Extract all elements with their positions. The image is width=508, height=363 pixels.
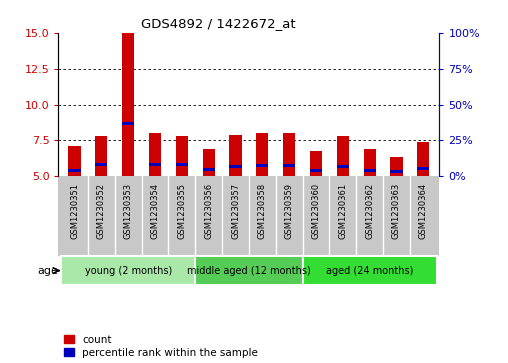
Text: GSM1230361: GSM1230361 [338,183,347,239]
Bar [122,122,134,125]
Bar [69,169,81,172]
Title: GDS4892 / 1422672_at: GDS4892 / 1422672_at [141,17,296,30]
Bar [257,164,268,167]
Bar [122,33,134,176]
Bar [149,133,161,176]
Text: young (2 months): young (2 months) [84,266,172,276]
Bar [391,157,402,176]
Text: GSM1230354: GSM1230354 [150,183,160,239]
Text: age: age [38,266,59,276]
Text: GSM1230364: GSM1230364 [419,183,428,239]
Bar [203,168,215,171]
Bar [149,163,161,166]
Text: GSM1230357: GSM1230357 [231,183,240,239]
Bar [230,135,241,176]
Text: GSM1230353: GSM1230353 [123,183,133,239]
Bar [310,151,322,176]
Text: GSM1230362: GSM1230362 [365,183,374,239]
Bar [283,133,295,176]
Text: GSM1230351: GSM1230351 [70,183,79,239]
Bar [364,149,376,176]
Bar [230,165,241,168]
Bar [417,167,429,170]
Bar [337,165,349,168]
Bar [303,256,437,285]
Bar [176,163,188,166]
Text: GSM1230352: GSM1230352 [97,183,106,239]
Bar [176,136,188,176]
Text: GSM1230356: GSM1230356 [204,183,213,239]
Bar [283,164,295,167]
Bar [203,149,215,176]
Bar [257,133,268,176]
Legend: count, percentile rank within the sample: count, percentile rank within the sample [64,335,258,358]
Bar [337,136,349,176]
Text: GSM1230355: GSM1230355 [177,183,186,239]
Text: GSM1230363: GSM1230363 [392,183,401,239]
Bar [417,142,429,176]
Bar [195,256,303,285]
Bar [96,136,107,176]
Text: GSM1230359: GSM1230359 [284,183,294,239]
Bar [364,169,376,172]
Bar [69,146,81,176]
Text: GSM1230358: GSM1230358 [258,183,267,239]
Text: aged (24 months): aged (24 months) [326,266,414,276]
Text: GSM1230360: GSM1230360 [311,183,321,239]
Text: middle aged (12 months): middle aged (12 months) [187,266,311,276]
Bar [61,256,195,285]
Bar [96,163,107,167]
Bar [310,169,322,172]
Bar [391,170,402,173]
